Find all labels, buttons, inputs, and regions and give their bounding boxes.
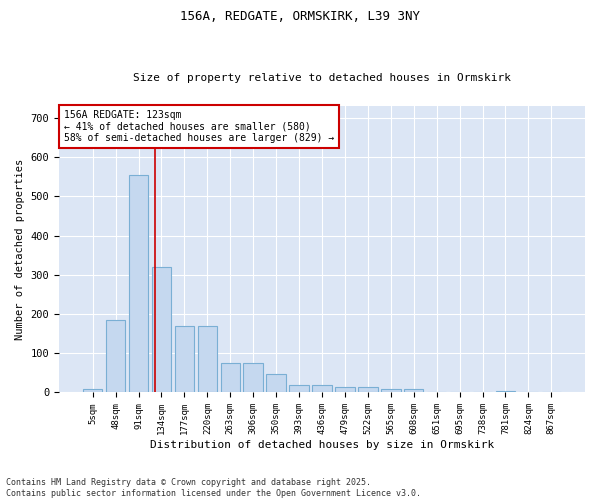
Bar bbox=[244, 363, 263, 392]
Bar bbox=[197, 326, 217, 392]
Bar bbox=[335, 388, 355, 392]
Bar bbox=[404, 390, 424, 392]
Text: 156A, REDGATE, ORMSKIRK, L39 3NY: 156A, REDGATE, ORMSKIRK, L39 3NY bbox=[180, 10, 420, 23]
Bar bbox=[129, 174, 148, 392]
Y-axis label: Number of detached properties: Number of detached properties bbox=[15, 158, 25, 340]
Bar bbox=[152, 267, 171, 392]
Bar bbox=[358, 388, 377, 392]
Bar bbox=[106, 320, 125, 392]
X-axis label: Distribution of detached houses by size in Ormskirk: Distribution of detached houses by size … bbox=[150, 440, 494, 450]
Bar bbox=[83, 390, 103, 392]
Bar bbox=[266, 374, 286, 392]
Bar bbox=[381, 388, 401, 392]
Bar bbox=[175, 326, 194, 392]
Title: Size of property relative to detached houses in Ormskirk: Size of property relative to detached ho… bbox=[133, 73, 511, 83]
Bar bbox=[289, 384, 309, 392]
Bar bbox=[221, 363, 240, 392]
Bar bbox=[312, 384, 332, 392]
Text: Contains HM Land Registry data © Crown copyright and database right 2025.
Contai: Contains HM Land Registry data © Crown c… bbox=[6, 478, 421, 498]
Text: 156A REDGATE: 123sqm
← 41% of detached houses are smaller (580)
58% of semi-deta: 156A REDGATE: 123sqm ← 41% of detached h… bbox=[64, 110, 335, 144]
Bar bbox=[496, 391, 515, 392]
